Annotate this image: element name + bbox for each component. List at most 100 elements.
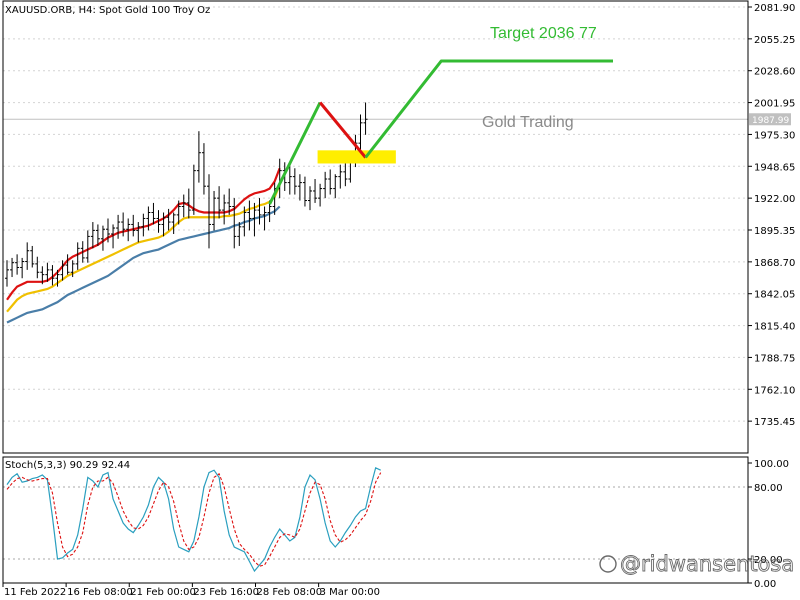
ohlc-bar (217, 186, 222, 219)
stoch-tick-label: 80.00 (754, 483, 783, 494)
y-tick-label: 1788.75 (754, 353, 795, 364)
ohlc-bar (302, 176, 307, 207)
ohlc-bar (212, 190, 217, 231)
target-annotation: Target 2036 77 (490, 25, 597, 42)
ohlc-bar (242, 206, 247, 237)
y-tick-label: 1895.35 (754, 226, 795, 237)
ohlc-bar (247, 200, 252, 231)
y-tick-label: 1948.65 (754, 162, 795, 173)
ohlc-bar (141, 213, 146, 237)
support-zone (317, 150, 396, 164)
price-grid (3, 6, 748, 422)
ohlc-bar (30, 245, 35, 268)
x-tick-label: 3 Mar 00:00 (320, 587, 380, 598)
ohlc-bar (161, 212, 166, 237)
ohlc-bar (40, 266, 45, 285)
x-tick-label: 28 Feb 08:00 (257, 587, 323, 598)
ohlc-bar (201, 143, 206, 195)
gold-trading-annotation: Gold Trading (482, 114, 574, 131)
ohlc-bar (131, 214, 136, 237)
ohlc-bar (166, 208, 171, 231)
ohlc-bar (111, 224, 116, 249)
ohlc-bar (207, 174, 211, 249)
ohlc-bar (80, 241, 85, 263)
stoch-panel-border (2, 456, 749, 584)
ohlc-bar (121, 212, 126, 237)
ohlc-bar (222, 194, 227, 225)
stoch-tick-label: 0.00 (754, 579, 776, 590)
ohlc-bar (257, 198, 262, 225)
ohlc-bar (297, 174, 302, 201)
ohlc-bar (227, 188, 232, 215)
ohlc-bar (15, 254, 20, 275)
ohlc-bar (358, 114, 363, 153)
y-tick-label: 1975.30 (754, 130, 795, 141)
y-tick-label: 2001.95 (754, 99, 795, 110)
ohlc-bar (85, 230, 90, 263)
x-tick-label: 11 Feb 2022 (4, 587, 66, 598)
ohlc-bar (186, 188, 191, 219)
ohlc-bar (171, 212, 176, 235)
chart-frame (2, 0, 749, 584)
current-price-label: 1987.99 (752, 116, 789, 126)
ohlc-bar (5, 260, 9, 287)
ohlc-bar (232, 198, 237, 249)
stoch-tick-label: 20.00 (754, 555, 783, 566)
ohlc-bar (126, 218, 131, 242)
ohlc-bar (333, 174, 338, 199)
ohlc-bar (318, 183, 323, 207)
ohlc-bar (156, 210, 161, 233)
ohlc-bar (328, 169, 333, 195)
ohlc-bar (176, 200, 181, 225)
y-tick-label: 2055.25 (754, 35, 795, 46)
ohlc-bar (25, 242, 30, 270)
x-tick-label: 23 Feb 16:00 (193, 587, 259, 598)
main-panel-border (2, 0, 749, 454)
current-price-box (749, 113, 791, 126)
ohlc-bar (35, 256, 40, 279)
projection-path (268, 59, 613, 205)
y-tick-label: 1735.45 (754, 417, 795, 428)
ohlc-bar (287, 164, 292, 195)
ohlc-bar (116, 214, 121, 239)
ohlc-bar (146, 206, 151, 231)
ohlc-bar (252, 202, 257, 237)
stoch-tick-label: 100.00 (754, 459, 789, 470)
ohlc-bar (65, 254, 70, 275)
ohlc-bar (100, 225, 105, 251)
ohlc-bar (55, 269, 60, 287)
y-tick-label: 1762.10 (754, 385, 795, 396)
price-axis[interactable]: 2081.90 2055.25 2028.60 2001.95 1975.30 1948.… (748, 3, 795, 590)
ohlc-bar (308, 186, 312, 211)
x-tick-label: 16 Feb 08:00 (67, 587, 133, 598)
ohlc-bar (313, 179, 318, 203)
stochastic-label: Stoch(5,3,3) 90.29 92.44 (5, 460, 130, 471)
chart-title: XAUUSD.ORB, H4: Spot Gold 100 Troy Oz (5, 5, 210, 16)
ohlc-bar (151, 202, 156, 225)
ohlc-bar (181, 194, 186, 218)
x-tick-label: 21 Feb 00:00 (130, 587, 196, 598)
moving-averages (6, 167, 281, 324)
ohlc-bar (20, 257, 25, 279)
ohlc-bar (262, 206, 267, 231)
watermark-logo: @ridwansentosa (599, 552, 795, 576)
ohlc-bar (338, 164, 343, 189)
projection-correction (318, 101, 367, 159)
ohlc-bar (50, 265, 55, 286)
ohlc-bar (237, 222, 242, 246)
y-tick-label: 1842.05 (754, 290, 795, 301)
ohlc-bar (191, 164, 196, 215)
stoch-main-line (6, 466, 381, 573)
ohlc-bar (196, 131, 201, 183)
candlestick-series (5, 102, 368, 287)
ohlc-bar (95, 224, 100, 246)
y-tick-label: 1868.70 (754, 258, 795, 269)
y-tick-label: 1922.00 (754, 194, 795, 205)
ohlc-bar (75, 242, 80, 270)
ohlc-bar (60, 260, 65, 281)
y-tick-label: 1815.40 (754, 322, 795, 333)
watermark-text: @ridwansentosa (620, 552, 794, 576)
current-price-badge: 1987.99 (749, 113, 791, 126)
